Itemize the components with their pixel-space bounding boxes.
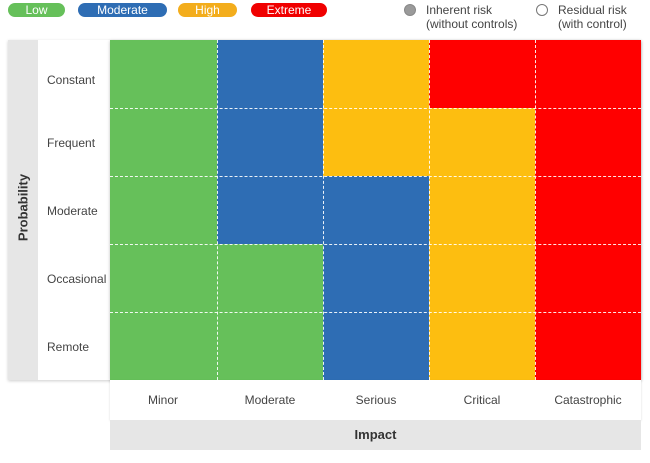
row-label-frequent: Frequent <box>47 136 96 150</box>
risk-matrix-grid <box>110 40 641 380</box>
probability-labels: Constant Frequent Moderate Occasional Re… <box>38 40 110 380</box>
risk-cell-extreme <box>535 312 641 380</box>
impact-labels: Minor Moderate Serious Critical Catastro… <box>110 380 641 420</box>
legend-moderate-pill: Moderate <box>78 3 167 17</box>
risk-cell-high <box>429 312 535 380</box>
risk-cell-low <box>110 312 217 380</box>
inherent-risk-label-2: (without controls) <box>426 17 518 31</box>
risk-cell-low <box>110 108 217 176</box>
col-label-minor: Minor <box>147 393 178 407</box>
risk-cell-moderate <box>323 244 429 312</box>
probability-axis-title: Probability <box>15 173 31 242</box>
grid-divider-vertical <box>535 40 536 380</box>
row-label-occasional: Occasional <box>47 272 107 286</box>
risk-cell-extreme <box>535 108 641 176</box>
risk-cell-extreme <box>535 176 641 244</box>
grid-divider-vertical <box>429 40 430 380</box>
col-label-catastrophic: Catastrophic <box>554 393 622 407</box>
grid-divider-vertical <box>217 40 218 380</box>
risk-cell-extreme <box>535 244 641 312</box>
risk-cell-extreme <box>429 40 535 108</box>
col-label-moderate: Moderate <box>244 393 296 407</box>
risk-cell-low <box>110 40 217 108</box>
risk-cell-extreme <box>535 40 641 108</box>
risk-cell-low <box>217 312 323 380</box>
risk-cell-moderate <box>323 312 429 380</box>
risk-cell-low <box>110 244 217 312</box>
risk-cell-low <box>110 176 217 244</box>
grid-divider-vertical <box>323 40 324 380</box>
risk-cell-low <box>217 244 323 312</box>
risk-cell-moderate <box>323 176 429 244</box>
row-label-constant: Constant <box>47 73 96 87</box>
row-label-remote: Remote <box>47 340 90 354</box>
col-label-serious: Serious <box>355 393 397 407</box>
risk-cell-high <box>429 244 535 312</box>
grid-divider-horizontal <box>110 108 641 109</box>
grid-divider-horizontal <box>110 176 641 177</box>
probability-axis-bar: Probability <box>8 40 39 380</box>
risk-cell-moderate <box>217 40 323 108</box>
risk-cell-high <box>429 176 535 244</box>
inherent-risk-label-1: Inherent risk <box>426 3 493 17</box>
grid-divider-horizontal <box>110 244 641 245</box>
risk-cell-moderate <box>217 108 323 176</box>
residual-risk-label-2: (with control) <box>558 17 627 31</box>
residual-risk-label-1: Residual risk <box>558 3 627 17</box>
risk-cell-high <box>429 108 535 176</box>
impact-axis-title: Impact <box>110 420 641 450</box>
grid-divider-horizontal <box>110 312 641 313</box>
col-label-critical: Critical <box>463 393 501 407</box>
risk-cell-high <box>323 40 429 108</box>
risk-cell-high <box>323 108 429 176</box>
risk-cell-moderate <box>217 176 323 244</box>
row-label-moderate: Moderate <box>47 204 98 218</box>
hollow-circle-icon <box>536 4 548 16</box>
legend-high-pill: High <box>178 3 237 17</box>
filled-circle-icon <box>404 4 416 16</box>
legend-low-pill: Low <box>8 3 65 17</box>
legend-extreme-pill: Extreme <box>251 3 327 17</box>
